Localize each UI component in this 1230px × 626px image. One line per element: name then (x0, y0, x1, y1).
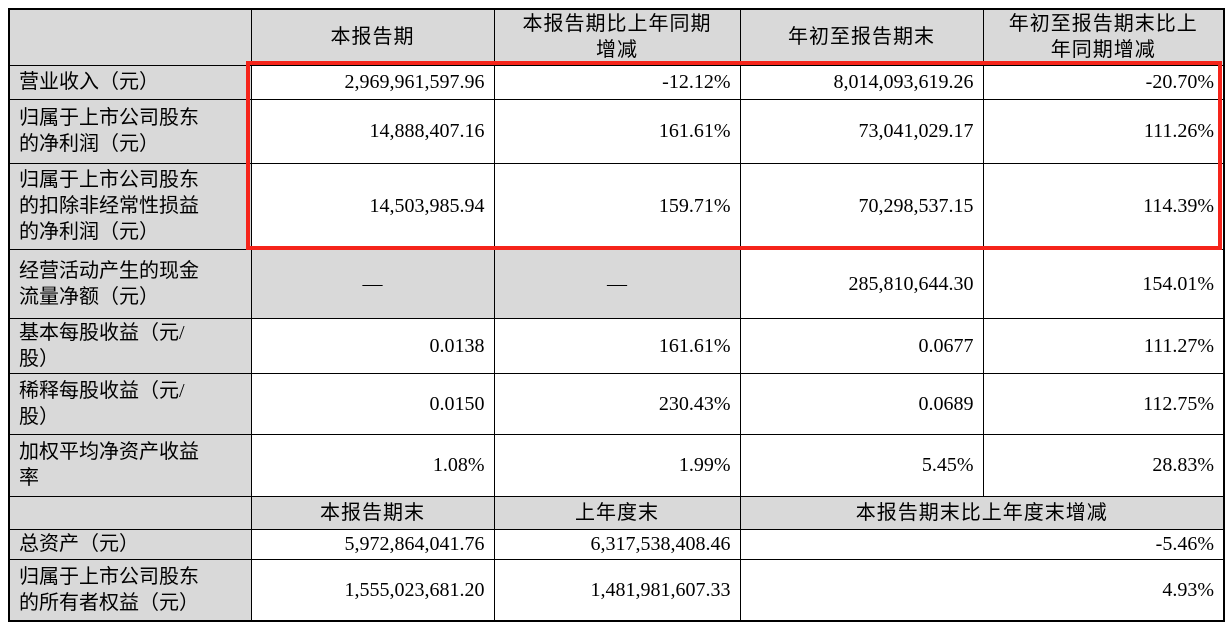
table-row-net-profit-excl-nonrecurring: 归属于上市公司股东 的扣除非经常性损益 的净利润（元） 14,503,985.9… (8, 162, 1225, 250)
subheader-blank (8, 495, 252, 530)
cell-value: 0.0689 (739, 372, 984, 435)
column-header-ytd-yoy-change: 年初至报告期末比上 年同期增减 (982, 8, 1225, 66)
cell-value: 1,555,023,681.20 (250, 558, 495, 622)
cell-value: 1,481,981,607.33 (493, 558, 741, 622)
cell-value: -20.70% (982, 64, 1225, 100)
cell-value: 70,298,537.15 (739, 162, 984, 250)
subheader-row: 本报告期末 上年度末 本报告期末比上年度末增减 (8, 495, 1225, 530)
table-row-total-assets: 总资产（元） 5,972,864,041.76 6,317,538,408.46… (8, 528, 1225, 560)
cell-value: 5,972,864,041.76 (250, 528, 495, 560)
row-label: 加权平均净资产收益 率 (8, 433, 252, 497)
cell-value: 111.27% (982, 317, 1225, 374)
column-header-yoy-change: 本报告期比上年同期 增减 (493, 8, 741, 66)
cell-value: 161.61% (493, 317, 741, 374)
table-row-revenue: 营业收入（元） 2,969,961,597.96 -12.12% 8,014,0… (8, 64, 1225, 100)
cell-value: 73,041,029.17 (739, 98, 984, 164)
cell-value: 14,503,985.94 (250, 162, 495, 250)
row-label: 归属于上市公司股东 的所有者权益（元） (8, 558, 252, 622)
cell-value: 0.0150 (250, 372, 495, 435)
row-label: 基本每股收益（元/ 股） (8, 317, 252, 374)
row-label: 总资产（元） (8, 528, 252, 560)
cell-value: 112.75% (982, 372, 1225, 435)
row-label: 归属于上市公司股东 的净利润（元） (8, 98, 252, 164)
table-row-weighted-avg-roe: 加权平均净资产收益 率 1.08% 1.99% 5.45% 28.83% (8, 433, 1225, 497)
cell-value: 6,317,538,408.46 (493, 528, 741, 560)
cell-value: 2,969,961,597.96 (250, 64, 495, 100)
cell-value-na: — (250, 248, 495, 319)
financial-summary-table: 本报告期 本报告期比上年同期 增减 年初至报告期末 年初至报告期末比上 年同期增… (8, 8, 1225, 622)
cell-value: 0.0138 (250, 317, 495, 374)
column-header-blank (8, 8, 252, 66)
cell-value: 285,810,644.30 (739, 248, 984, 319)
cell-value-na: — (493, 248, 741, 319)
table-row-diluted-eps: 稀释每股收益（元/ 股） 0.0150 230.43% 0.0689 112.7… (8, 372, 1225, 435)
row-label: 经营活动产生的现金 流量净额（元） (8, 248, 252, 319)
cell-value-change: 4.93% (739, 558, 1225, 622)
cell-value: 111.26% (982, 98, 1225, 164)
row-label: 归属于上市公司股东 的扣除非经常性损益 的净利润（元） (8, 162, 252, 250)
table-row-equity-attributable: 归属于上市公司股东 的所有者权益（元） 1,555,023,681.20 1,4… (8, 558, 1225, 622)
cell-value: 1.99% (493, 433, 741, 497)
subheader-change-vs-prior-year-end: 本报告期末比上年度末增减 (739, 495, 1225, 530)
cell-value: 154.01% (982, 248, 1225, 319)
cell-value: 0.0677 (739, 317, 984, 374)
cell-value: 161.61% (493, 98, 741, 164)
cell-value: 8,014,093,619.26 (739, 64, 984, 100)
cell-value: 114.39% (982, 162, 1225, 250)
table-row-operating-cash-flow: 经营活动产生的现金 流量净额（元） — — 285,810,644.30 154… (8, 248, 1225, 319)
row-label: 稀释每股收益（元/ 股） (8, 372, 252, 435)
table-row-basic-eps: 基本每股收益（元/ 股） 0.0138 161.61% 0.0677 111.2… (8, 317, 1225, 374)
column-header-ytd: 年初至报告期末 (739, 8, 984, 66)
row-label: 营业收入（元） (8, 64, 252, 100)
cell-value: 159.71% (493, 162, 741, 250)
cell-value: 5.45% (739, 433, 984, 497)
table-row-net-profit: 归属于上市公司股东 的净利润（元） 14,888,407.16 161.61% … (8, 98, 1225, 164)
cell-value: 28.83% (982, 433, 1225, 497)
cell-value: 230.43% (493, 372, 741, 435)
subheader-prior-year-end: 上年度末 (493, 495, 741, 530)
column-header-current-period: 本报告期 (250, 8, 495, 66)
cell-value-change: -5.46% (739, 528, 1225, 560)
cell-value: -12.12% (493, 64, 741, 100)
cell-value: 1.08% (250, 433, 495, 497)
subheader-period-end: 本报告期末 (250, 495, 495, 530)
cell-value: 14,888,407.16 (250, 98, 495, 164)
header-row: 本报告期 本报告期比上年同期 增减 年初至报告期末 年初至报告期末比上 年同期增… (8, 8, 1225, 66)
